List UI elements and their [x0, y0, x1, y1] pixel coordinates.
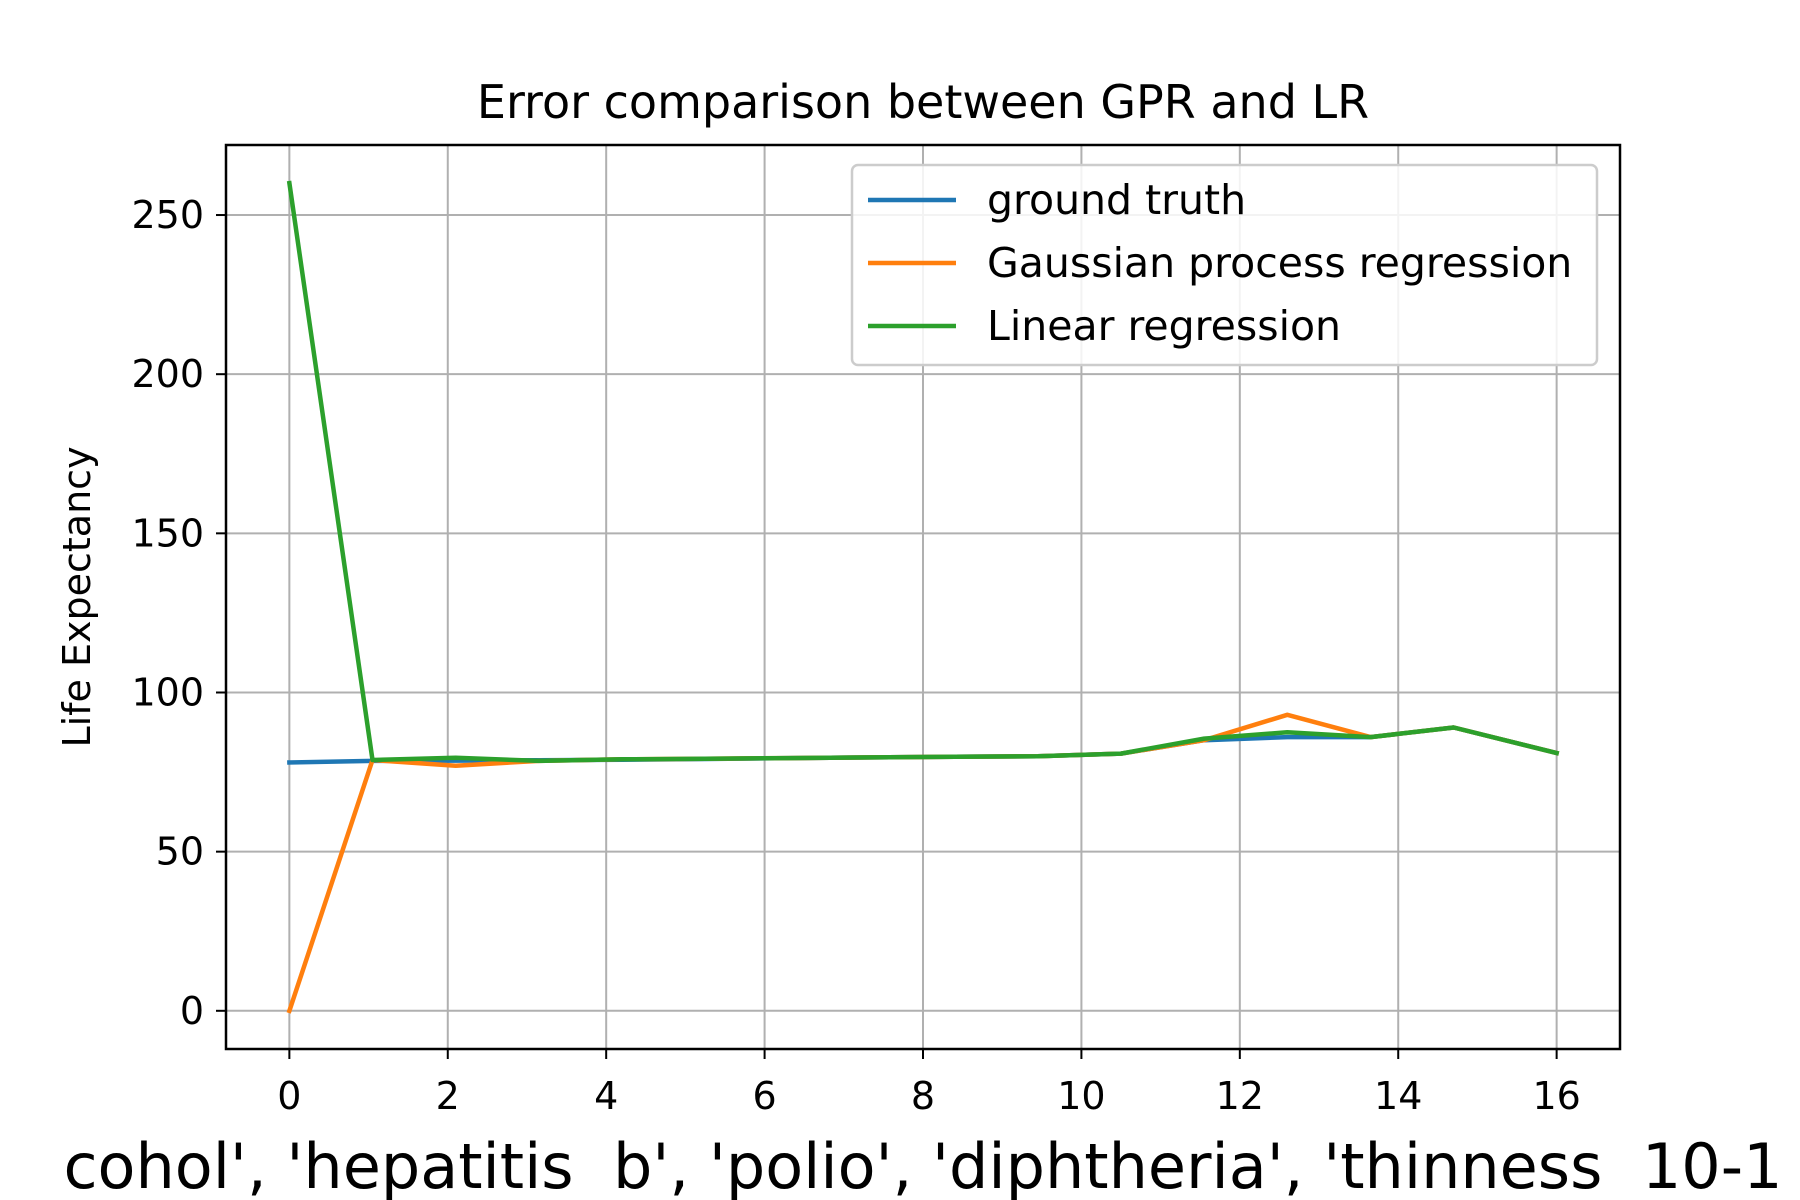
- chart-title: Error comparison between GPR and LR: [477, 75, 1369, 129]
- x-tick-label: 2: [436, 1074, 460, 1118]
- x-tick-label: 12: [1216, 1074, 1264, 1118]
- x-tick-label: 14: [1374, 1074, 1422, 1118]
- legend: ground truth Gaussian process regression L…: [850, 163, 1599, 367]
- legend-label: Gaussian process regression: [987, 239, 1572, 287]
- x-tick-label: 4: [594, 1074, 618, 1118]
- x-axis-label: cohol', 'hepatitis b', 'polio', 'diphthe…: [63, 1130, 1782, 1200]
- y-axis-label: Life Expectancy: [55, 446, 99, 747]
- y-tick-label: 100: [131, 670, 204, 714]
- x-tick-label: 8: [911, 1074, 935, 1118]
- y-tick-label: 50: [156, 830, 204, 874]
- y-tick-label: 250: [131, 193, 204, 237]
- legend-label: ground truth: [987, 176, 1246, 224]
- y-tick-label: 0: [180, 989, 204, 1033]
- x-tick-label: 16: [1532, 1074, 1580, 1118]
- y-tick-label: 150: [131, 511, 204, 555]
- axis-ticks: 0 2 4 6 8 10 12 14 16 0 50 100 150 200 250: [131, 193, 1580, 1118]
- y-tick-label: 200: [131, 352, 204, 396]
- legend-box: [850, 163, 1599, 367]
- series-lines: [286, 180, 1560, 1014]
- x-tick-label: 10: [1057, 1074, 1105, 1118]
- legend-label: Linear regression: [987, 302, 1341, 350]
- series-line-3: [286, 180, 1560, 764]
- x-tick-label: 0: [277, 1074, 301, 1118]
- x-tick-label: 6: [752, 1074, 776, 1118]
